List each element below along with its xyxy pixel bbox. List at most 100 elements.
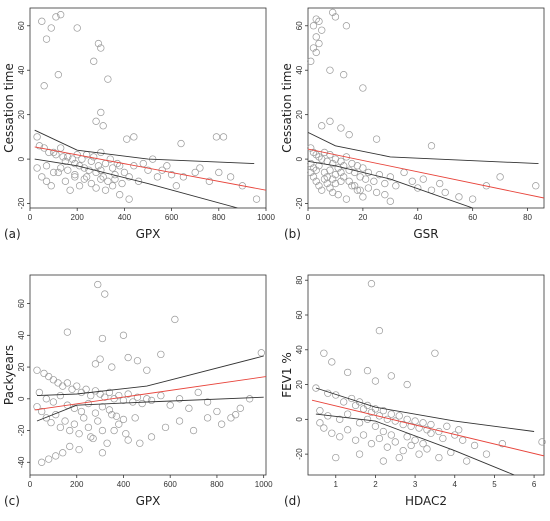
- data-point: [312, 15, 320, 23]
- data-point: [309, 173, 318, 181]
- data-point: [359, 431, 368, 439]
- y-tick-label: 20: [295, 380, 304, 389]
- y-tick-label: -20: [17, 424, 26, 436]
- data-point: [33, 164, 41, 172]
- y-tick-label: 60: [17, 21, 26, 30]
- data-point: [395, 453, 403, 462]
- data-point: [99, 122, 107, 130]
- data-point: [33, 133, 41, 141]
- data-point: [364, 168, 373, 177]
- data-point: [84, 423, 93, 432]
- data-point: [94, 39, 103, 48]
- data-point: [66, 442, 74, 451]
- data-point: [316, 419, 324, 427]
- data-point: [191, 168, 199, 177]
- data-point: [105, 406, 114, 414]
- data-point: [97, 108, 105, 117]
- data-point: [91, 409, 100, 417]
- data-point: [47, 24, 55, 32]
- data-point: [363, 367, 372, 375]
- data-point: [348, 159, 356, 168]
- x-axis-title: HDAC2: [405, 494, 447, 508]
- data-point: [49, 376, 58, 384]
- data-point: [45, 455, 53, 463]
- data-point: [309, 164, 318, 172]
- data-point: [130, 133, 138, 141]
- data-point: [104, 75, 112, 83]
- x-tick-label: 1000: [257, 213, 275, 222]
- data-point: [122, 430, 130, 438]
- data-point: [98, 334, 107, 343]
- data-point: [344, 426, 352, 434]
- data-point: [94, 162, 103, 170]
- data-point: [403, 433, 411, 441]
- y-tick-label: -20: [17, 197, 26, 209]
- y-tick-label: 60: [295, 310, 304, 319]
- regression-line: [308, 148, 544, 199]
- data-point: [104, 177, 112, 185]
- data-point: [66, 426, 74, 435]
- ci-lower-line: [34, 158, 238, 208]
- y-tick-label: 0: [295, 417, 304, 422]
- x-axis-title: GSR: [413, 227, 438, 241]
- data-point: [167, 171, 176, 179]
- data-point: [344, 368, 352, 377]
- data-point: [82, 173, 91, 181]
- data-point: [344, 410, 352, 418]
- data-point: [54, 379, 62, 387]
- data-point: [99, 173, 107, 181]
- data-point: [35, 388, 43, 397]
- x-tick-label: 40: [413, 213, 422, 222]
- ci-lower-line: [308, 160, 473, 208]
- x-tick-label: 6: [532, 480, 537, 489]
- points: [33, 280, 265, 466]
- data-point: [329, 175, 337, 183]
- data-point: [49, 148, 58, 157]
- data-point: [318, 155, 326, 163]
- data-point: [372, 135, 381, 143]
- data-point: [97, 44, 105, 52]
- data-point: [91, 387, 100, 395]
- y-axis-title: Packyears: [2, 345, 16, 405]
- data-point: [64, 166, 72, 174]
- ci-upper-line: [36, 355, 264, 397]
- data-point: [400, 168, 408, 177]
- data-point: [312, 48, 320, 57]
- data-point: [407, 441, 415, 450]
- data-point: [538, 438, 546, 446]
- data-point: [312, 151, 320, 159]
- x-tick-label: 200: [70, 480, 84, 489]
- data-point: [375, 434, 384, 443]
- data-point: [97, 166, 105, 174]
- data-point: [96, 355, 104, 363]
- ci-lower-line: [315, 413, 515, 475]
- data-point: [101, 393, 109, 401]
- data-point: [328, 358, 336, 366]
- data-point: [166, 401, 174, 409]
- data-point: [49, 168, 58, 177]
- data-point: [179, 173, 188, 181]
- data-point: [345, 177, 353, 185]
- data-point: [315, 162, 323, 170]
- data-point: [340, 398, 348, 406]
- data-point: [427, 420, 435, 429]
- data-point: [133, 393, 142, 401]
- data-point: [353, 162, 362, 170]
- data-point: [231, 411, 240, 419]
- y-tick-label: 0: [17, 156, 26, 161]
- y-tick-label: 0: [17, 396, 26, 401]
- data-point: [423, 445, 431, 453]
- data-point: [215, 168, 223, 177]
- data-point: [326, 166, 334, 174]
- x-tick-label: 1: [334, 480, 339, 489]
- plot-frame: [307, 7, 545, 209]
- data-point: [75, 182, 84, 190]
- regression-line: [311, 399, 544, 457]
- data-point: [38, 173, 46, 181]
- y-tick-label: 40: [295, 65, 304, 74]
- data-point: [116, 191, 124, 199]
- data-point: [33, 403, 41, 411]
- data-point: [112, 412, 121, 420]
- data-point: [355, 398, 364, 406]
